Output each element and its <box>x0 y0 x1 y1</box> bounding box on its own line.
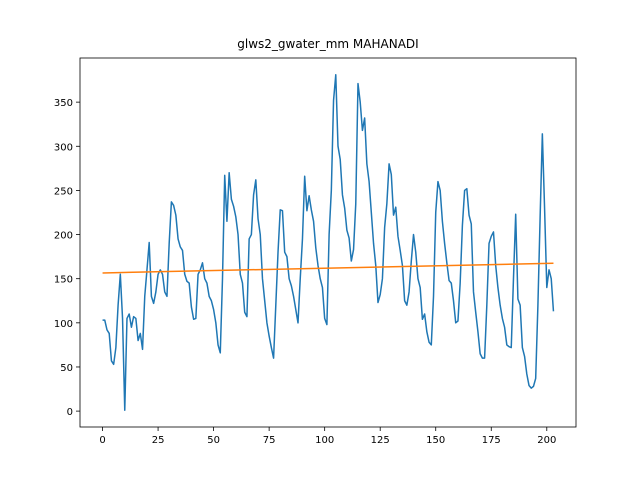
y-tick-label: 150 <box>54 275 73 286</box>
x-tick-label: 25 <box>152 435 165 446</box>
y-tick-label: 50 <box>60 363 73 374</box>
y-tick-label: 200 <box>54 231 73 242</box>
y-tick-label: 350 <box>54 98 73 109</box>
y-tick-label: 300 <box>54 142 73 153</box>
y-tick-label: 0 <box>67 407 73 418</box>
chart-title: glws2_gwater_mm MAHANADI <box>237 37 418 51</box>
x-tick-label: 75 <box>263 435 276 446</box>
y-tick-label: 100 <box>54 319 73 330</box>
x-tick-label: 50 <box>207 435 220 446</box>
x-tick-label: 150 <box>426 435 445 446</box>
data-line <box>102 262 554 274</box>
x-tick-label: 0 <box>99 435 105 446</box>
x-tick-label: 175 <box>482 435 501 446</box>
x-tick-label: 100 <box>315 435 334 446</box>
plot-frame <box>79 57 577 428</box>
y-tick-label: 250 <box>54 186 73 197</box>
data-line <box>102 74 555 411</box>
x-tick-label: 125 <box>371 435 390 446</box>
x-tick-label: 200 <box>537 435 556 446</box>
